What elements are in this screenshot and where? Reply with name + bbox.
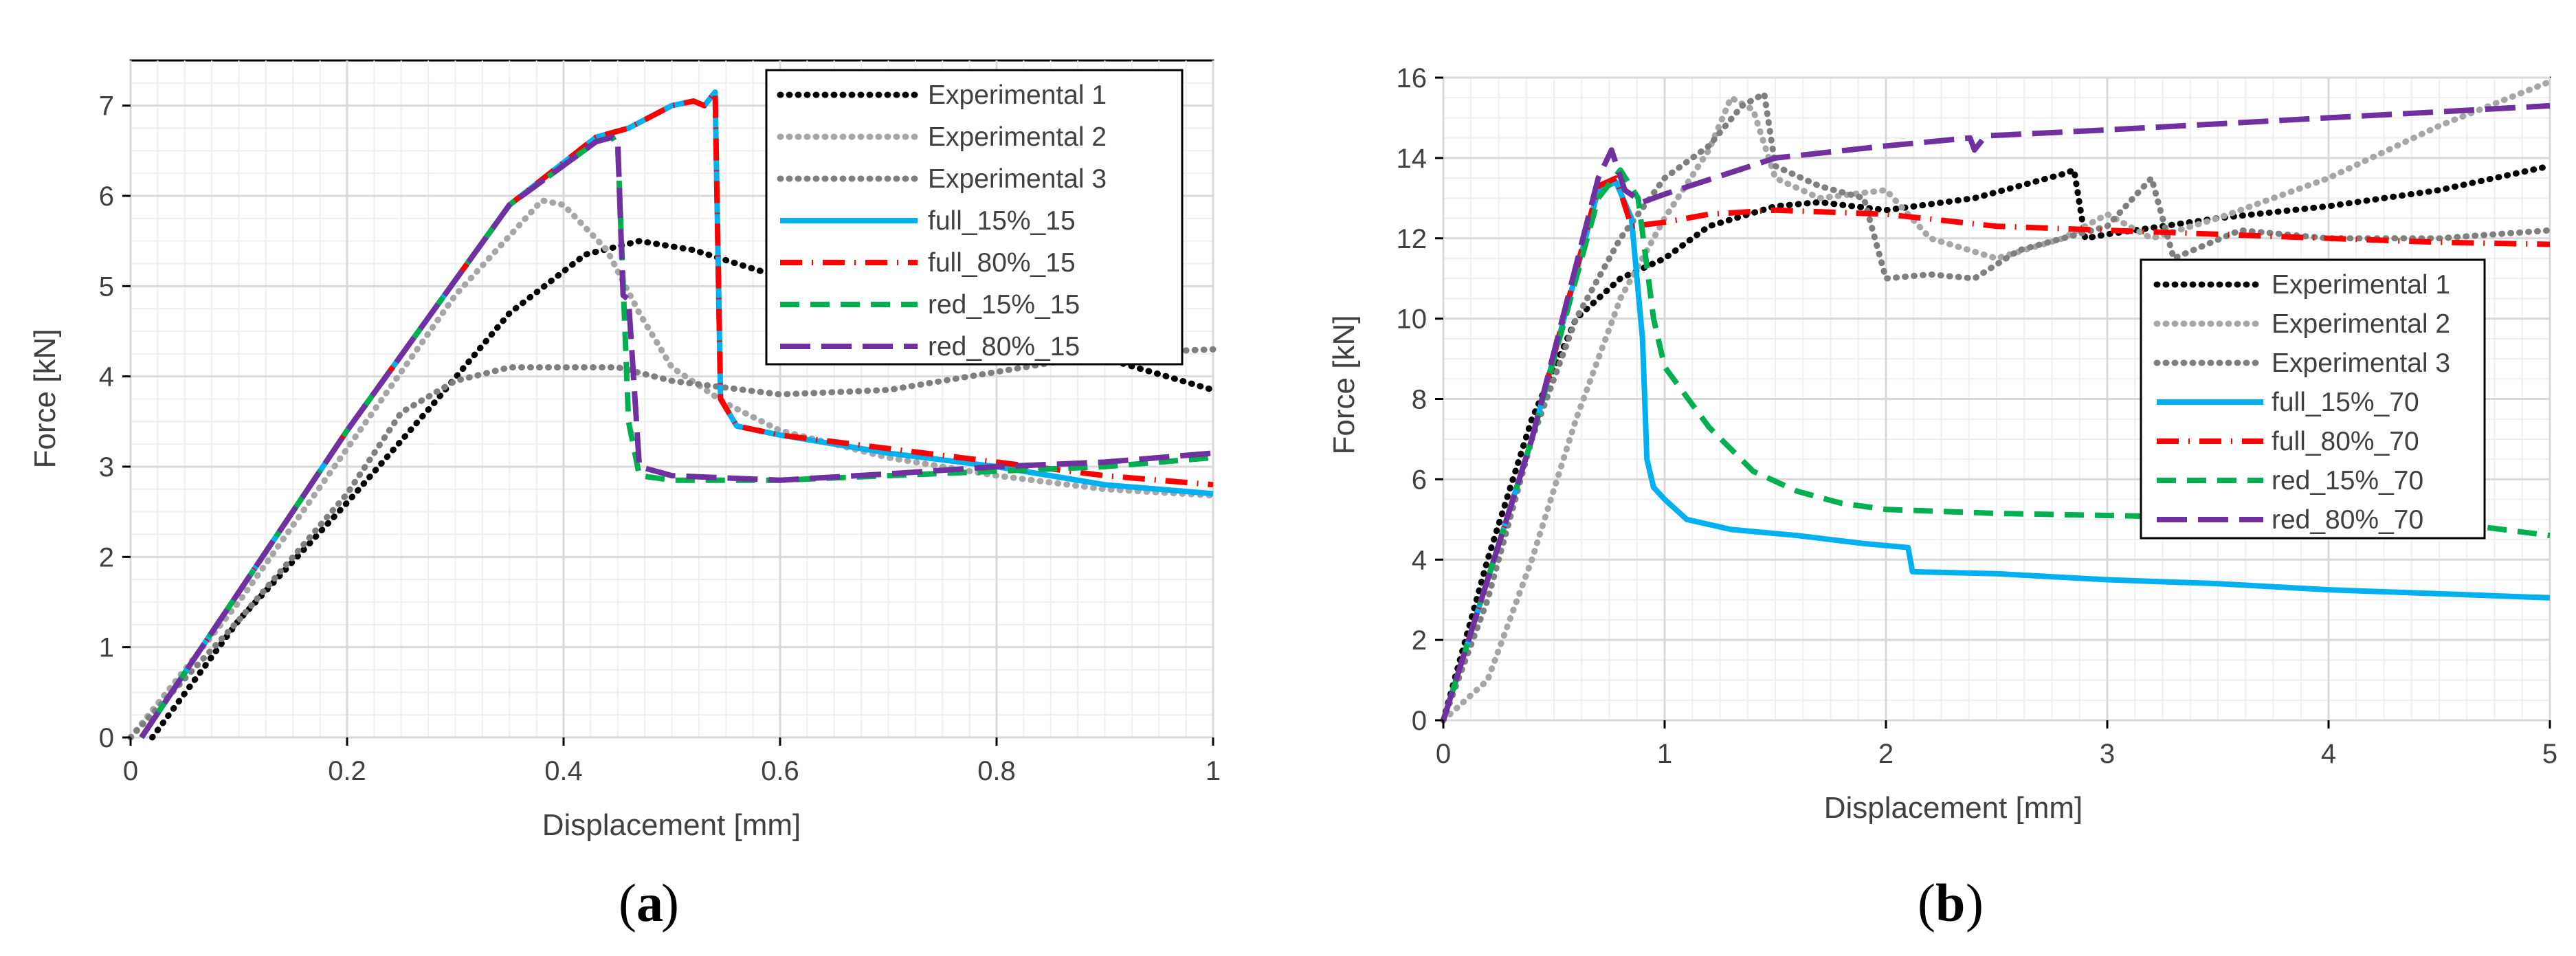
x-axis-title-b: Displacement [mm] — [1824, 791, 2083, 825]
legend-label: Experimental 3 — [2272, 348, 2450, 378]
series-line-red-80-15 — [139, 134, 1214, 740]
panel-label-b: b — [1935, 873, 1965, 933]
y-tick-label: 6 — [99, 181, 114, 212]
x-axis-title-a: Displacement [mm] — [542, 808, 801, 842]
y-tick-label: 7 — [99, 91, 114, 122]
legend-a: Experimental 1 Experimental 2 Experimental… — [765, 69, 1184, 366]
y-tick-label: 16 — [1397, 63, 1428, 93]
legend-label: red_80%_15 — [928, 332, 1080, 362]
legend-label: full_15%_70 — [2272, 388, 2419, 417]
series-line-experimental-3 — [127, 346, 1217, 741]
series-line-experimental-3 — [1440, 90, 2553, 724]
x-tick-label: 0.2 — [328, 756, 366, 786]
legend-b: Experimental 1 Experimental 2 Experimental… — [2140, 258, 2486, 540]
y-tick-label: 0 — [99, 723, 114, 753]
y-tick-label: 10 — [1397, 304, 1428, 335]
y-axis-title-a: Force [kN] — [28, 329, 62, 469]
series-line-full-80-70 — [1441, 175, 2551, 722]
x-tick-label: 0.4 — [544, 756, 583, 786]
legend-label: red_15%_15 — [928, 290, 1080, 320]
y-tick-label: 8 — [1412, 385, 1427, 415]
y-tick-label: 4 — [1412, 545, 1427, 575]
y-tick-label: 6 — [1412, 465, 1427, 495]
legend-label: full_80%_15 — [928, 248, 1076, 278]
panel-a-chart: 0 0.2 0.4 0.6 0.8 1 0 1 2 3 4 5 6 7 Displacement [mm]… — [28, 59, 1221, 933]
x-tick-label: 4 — [2321, 739, 2336, 769]
panel-label-close-paren-a: ) — [661, 873, 679, 933]
legend-label: red_15%_70 — [2272, 466, 2423, 496]
y-tick-label: 1 — [99, 633, 114, 663]
x-tick-label: 0 — [1436, 739, 1451, 769]
panel-label-close-paren-b: ) — [1966, 873, 1984, 933]
y-tick-label: 2 — [99, 542, 114, 573]
x-tick-label: 2 — [1878, 739, 1894, 769]
x-tick-label: 1 — [1657, 739, 1672, 769]
legend-label: full_15%_15 — [928, 206, 1076, 236]
x-tick-label: 3 — [2100, 739, 2115, 769]
y-tick-label: 5 — [99, 271, 114, 302]
legend-label: Experimental 1 — [928, 80, 1107, 110]
x-tick-label: 0 — [123, 756, 138, 786]
legend-label: Experimental 2 — [2272, 309, 2450, 339]
panel-label-open-paren-b: ( — [1918, 873, 1935, 933]
y-tick-label: 12 — [1397, 224, 1428, 254]
series-line-red-80-70 — [1441, 102, 2551, 722]
panel-label-open-paren-a: ( — [619, 873, 636, 933]
y-axis-title-b: Force [kN] — [1327, 315, 1361, 455]
y-tick-label: 4 — [99, 362, 114, 392]
series-line-red-15-70 — [1441, 167, 2551, 722]
y-tick-label: 3 — [99, 452, 114, 482]
panel-label-a: a — [636, 873, 663, 933]
x-tick-label: 0.8 — [977, 756, 1016, 786]
y-tick-label: 2 — [1412, 625, 1427, 656]
legend-label: Experimental 1 — [2272, 270, 2450, 300]
x-tick-label: 5 — [2542, 739, 2557, 769]
x-tick-label: 0.6 — [761, 756, 799, 786]
legend-label: red_80%_70 — [2272, 505, 2423, 535]
series-line-experimental-2 — [1440, 78, 2553, 724]
series-line-full-15-70 — [1441, 179, 2551, 722]
y-tick-label: 0 — [1412, 706, 1427, 736]
y-tick-label: 14 — [1397, 144, 1428, 174]
legend-label: Experimental 2 — [928, 122, 1107, 152]
legend-label: full_80%_70 — [2272, 427, 2419, 456]
x-tick-label: 1 — [1206, 756, 1221, 786]
legend-label: Experimental 3 — [928, 164, 1107, 194]
